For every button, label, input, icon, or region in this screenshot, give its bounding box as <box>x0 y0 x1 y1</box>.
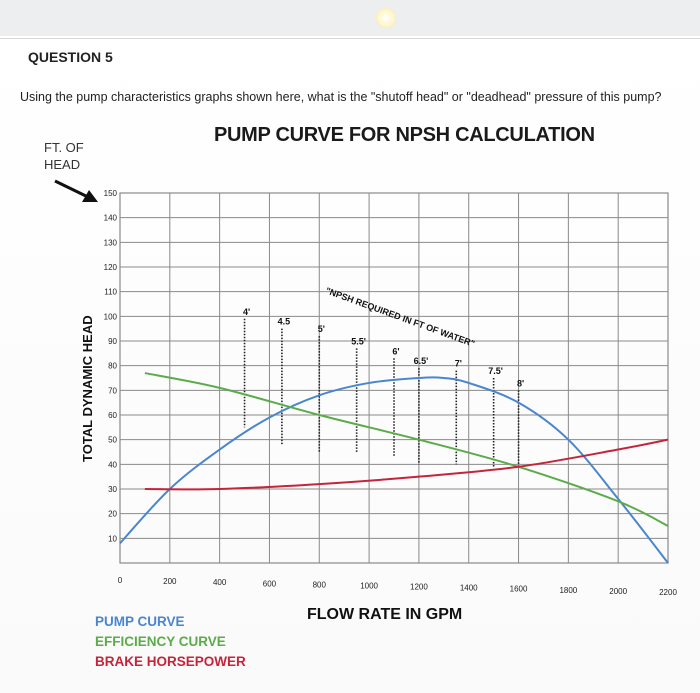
npsh-markers: 4' 4.5 5' 5.5' 6' 6.5' 7' 7.5' 8' <box>243 307 524 467</box>
y-tick-label: 110 <box>104 288 117 297</box>
npsh-marker-label: 6.5' <box>414 356 429 366</box>
y-tick-label: 130 <box>104 238 118 247</box>
chart-ticks: 10 20 30 40 50 60 70 80 90 100 110 120 130 140 150 0 200… <box>104 189 678 597</box>
npsh-marker-label: 5.5' <box>351 336 366 346</box>
x-tick-label: 1200 <box>410 583 428 592</box>
efficiency-curve-line <box>144 372 669 527</box>
brake-horsepower-line <box>144 438 669 491</box>
legend-efficiency-curve: EFFICIENCY CURVE <box>95 634 226 649</box>
y-tick-label: 30 <box>108 485 117 494</box>
x-axis-label: FLOW RATE IN GPM <box>307 606 462 623</box>
ft-of-head-label: FT. OF HEAD <box>44 140 84 172</box>
x-tick-label: 1600 <box>510 585 528 594</box>
y-tick-label: 120 <box>104 263 118 272</box>
y-tick-label: 40 <box>108 460 117 469</box>
y-tick-label: 10 <box>108 534 117 543</box>
y-tick-label: 60 <box>108 411 117 420</box>
pump-curve-line <box>119 376 669 564</box>
x-tick-label: 1000 <box>360 581 378 590</box>
y-tick-label: 20 <box>108 510 117 519</box>
npsh-annotation: "NPSH REQUIRED IN FT OF WATER" <box>324 285 476 348</box>
chart-grid <box>119 192 669 564</box>
npsh-marker-label: 8' <box>517 378 524 388</box>
y-tick-label: 80 <box>108 362 117 371</box>
chart-title: PUMP CURVE FOR NPSH CALCULATION <box>214 124 595 146</box>
x-tick-label: 400 <box>213 578 227 587</box>
x-tick-label: 2200 <box>659 588 677 597</box>
x-tick-label: 800 <box>313 580 327 589</box>
sun-icon <box>376 8 396 28</box>
npsh-marker-label: 4' <box>243 307 250 317</box>
chart-curves <box>119 372 669 564</box>
plot-frame <box>119 192 669 564</box>
x-tick-label: 600 <box>263 579 277 588</box>
legend-pump-curve: PUMP CURVE <box>95 614 185 629</box>
legend-brake-horsepower: BRAKE HORSEPOWER <box>95 654 246 669</box>
npsh-marker-label: 4.5 <box>278 317 291 327</box>
x-tick-label: 1800 <box>559 586 577 595</box>
x-tick-label: 0 <box>118 576 123 585</box>
npsh-marker-label: 5' <box>318 324 325 334</box>
chart-legend: PUMP CURVE EFFICIENCY CURVE BRAKE HORSEP… <box>95 612 246 672</box>
y-tick-label: 100 <box>104 312 118 321</box>
arrow-pointing-icon <box>54 179 98 202</box>
browser-top-bar <box>0 0 700 36</box>
y-tick-label: 90 <box>108 337 117 346</box>
npsh-marker-label: 6' <box>392 346 399 356</box>
x-tick-label: 2000 <box>609 587 627 596</box>
x-tick-label: 1400 <box>460 584 478 593</box>
y-tick-label: 150 <box>104 189 118 198</box>
y-tick-label: 70 <box>108 386 117 395</box>
npsh-marker-label: 7' <box>455 359 462 369</box>
y-axis-label: TOTAL DYNAMIC HEAD <box>80 315 95 462</box>
npsh-marker-label: 7.5' <box>488 366 503 376</box>
y-tick-label: 140 <box>104 214 118 223</box>
question-text: Using the pump characteristics graphs sh… <box>20 90 662 104</box>
y-tick-label: 50 <box>108 436 117 445</box>
question-title: QUESTION 5 <box>28 49 113 65</box>
x-tick-label: 200 <box>163 577 177 586</box>
